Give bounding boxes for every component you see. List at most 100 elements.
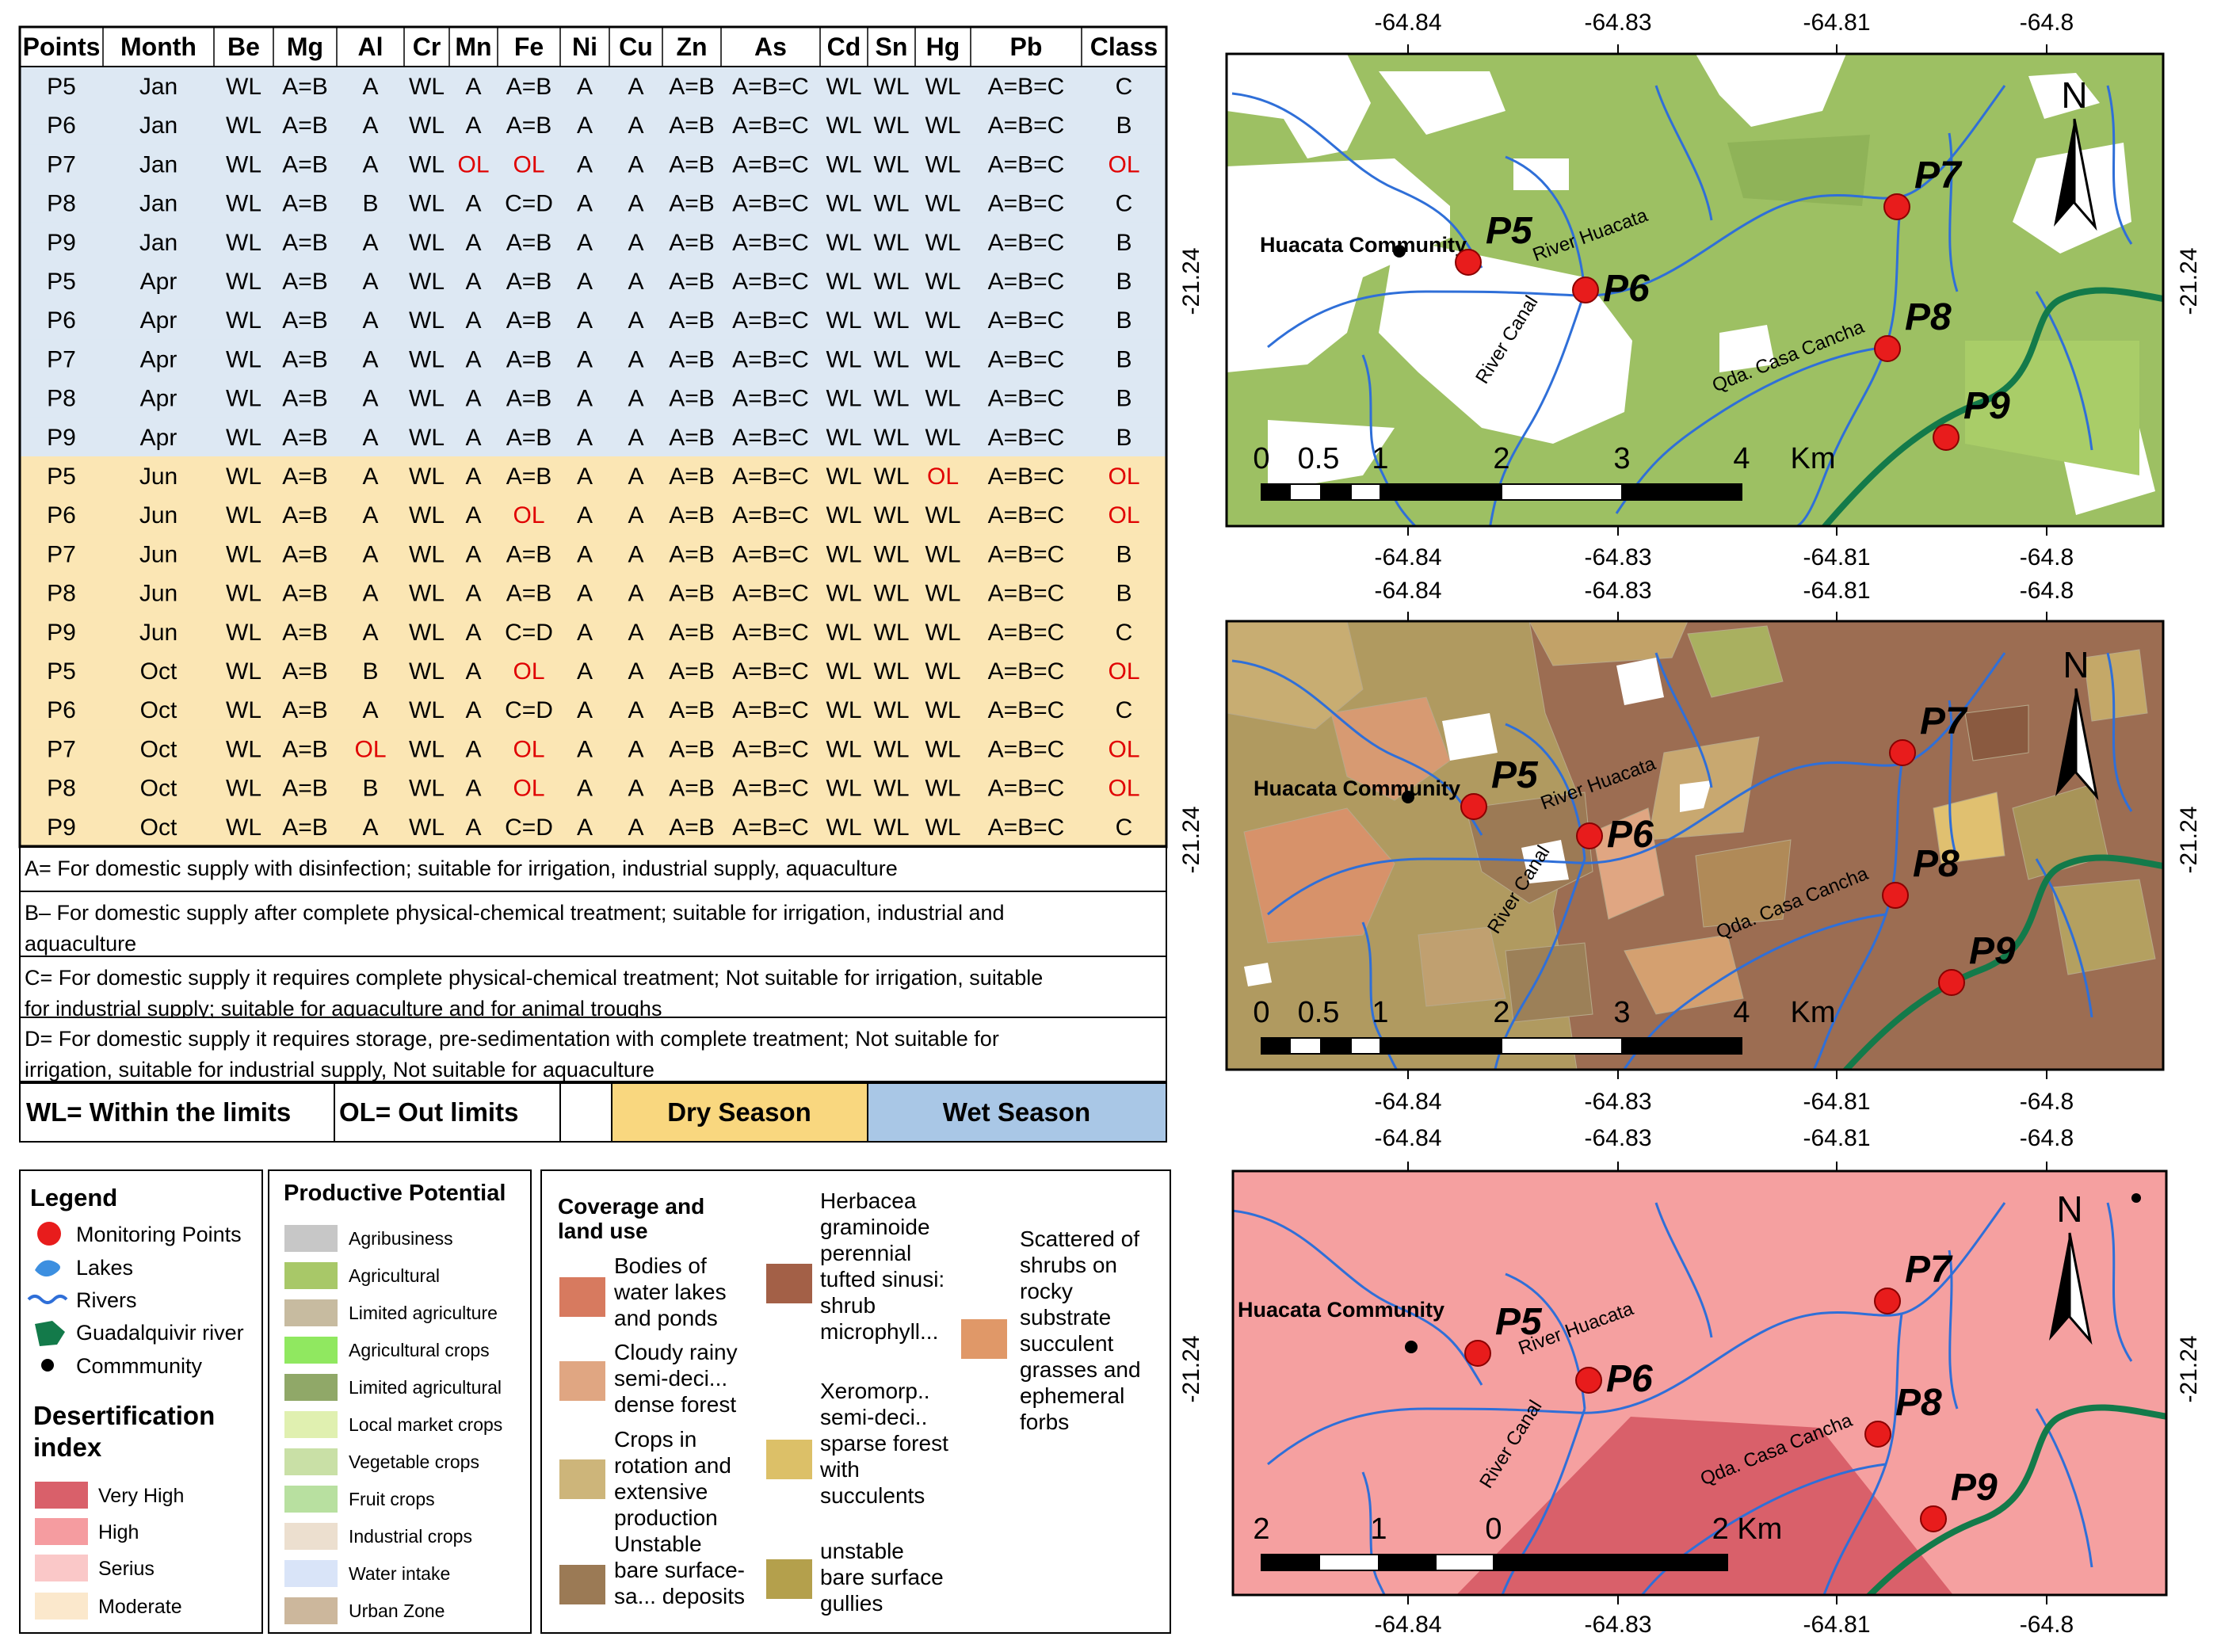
column-header: Al bbox=[358, 32, 384, 61]
water-quality-table: Points Month Be Mg Al Cr Mn Fe Ni Cu Zn As Cd Sn Hg Pb C… bbox=[18, 25, 1168, 849]
table-row-bg bbox=[20, 339, 1166, 380]
table-cell: A=B bbox=[506, 386, 552, 412]
desert-title: Desertification bbox=[33, 1401, 215, 1430]
longitude-tick: -64.83 bbox=[1584, 1125, 1651, 1151]
productive-swatch bbox=[284, 1411, 338, 1438]
table-cell: A bbox=[362, 386, 378, 412]
table-cell: A bbox=[362, 74, 378, 100]
point-label: P6 bbox=[1603, 268, 1650, 310]
community-dot bbox=[1402, 791, 1414, 803]
guadalquivir-river bbox=[1821, 287, 2163, 526]
table-cell: WL bbox=[925, 151, 961, 177]
desert-title: index bbox=[33, 1433, 102, 1462]
table-cell: A=B=C bbox=[732, 386, 809, 412]
table-cell: A=B bbox=[282, 113, 328, 139]
coverage-label: forbs bbox=[1020, 1410, 1069, 1434]
land-patch bbox=[1592, 807, 1665, 920]
table-cell: A bbox=[628, 74, 643, 100]
coverage-label: Scattered of bbox=[1020, 1227, 1139, 1251]
table-cell: A=B bbox=[506, 346, 552, 372]
table-cell: WL bbox=[874, 230, 910, 256]
table-cell: A bbox=[628, 581, 643, 607]
table-cell: WL bbox=[874, 776, 910, 802]
white-patch bbox=[1513, 158, 1569, 190]
land-patch bbox=[1624, 934, 1744, 1015]
table-cell: A bbox=[465, 502, 481, 528]
map1-frame bbox=[1225, 52, 2165, 528]
table-cell: WL bbox=[409, 346, 445, 372]
table-row-bg bbox=[20, 261, 1166, 301]
table-cell: A=B bbox=[506, 307, 552, 334]
productive-label: Vegetable crops bbox=[349, 1452, 479, 1472]
community-dot bbox=[1405, 1341, 1418, 1353]
table-cell: A=B bbox=[282, 191, 328, 217]
table-row-bg bbox=[20, 690, 1166, 730]
table-cell: OL bbox=[513, 736, 544, 762]
table-cell: A=B=C bbox=[732, 464, 809, 490]
table-cell: A bbox=[577, 151, 593, 177]
column-header: Cr bbox=[413, 32, 441, 61]
table-cell: A bbox=[577, 541, 593, 567]
table-cell: A=B=C bbox=[732, 736, 809, 762]
table-cell: A bbox=[362, 113, 378, 139]
table-cell: A=B=C bbox=[988, 386, 1065, 412]
scale-bar-segment bbox=[1501, 483, 1623, 501]
table-cell: WL bbox=[925, 307, 961, 334]
table-cell: OL bbox=[513, 776, 544, 802]
table-row-bg bbox=[20, 612, 1166, 652]
table-cell: A=B bbox=[282, 269, 328, 295]
table-cell: WL bbox=[409, 191, 445, 217]
river-line bbox=[2035, 858, 2093, 1018]
table-cell: WL bbox=[925, 113, 961, 139]
coverage-label: semi-deci... bbox=[614, 1366, 727, 1391]
table-cell: A bbox=[577, 230, 593, 256]
scale-label: 1 bbox=[1372, 996, 1388, 1029]
table-cell: A=B bbox=[506, 541, 552, 567]
scale-label: 2 bbox=[1493, 442, 1509, 475]
table-cell: A=B bbox=[282, 620, 328, 646]
scale-bar-segment bbox=[1261, 1037, 1291, 1055]
table-cell: WL bbox=[409, 815, 445, 841]
desert-label: Serius bbox=[98, 1558, 155, 1580]
table-cell: WL bbox=[409, 464, 445, 490]
table-cell: A bbox=[362, 581, 378, 607]
table-cell: WL bbox=[826, 776, 862, 802]
table-cell: WL bbox=[226, 464, 261, 490]
longitude-tick: -64.83 bbox=[1584, 1089, 1651, 1115]
table-cell: WL bbox=[226, 191, 261, 217]
table-cell: A=B=C bbox=[732, 191, 809, 217]
column-header: As bbox=[754, 32, 787, 61]
table-cell: Apr bbox=[140, 386, 177, 412]
table-cell: P5 bbox=[47, 658, 76, 685]
table-cell: B bbox=[1116, 113, 1131, 139]
table-cell: Jun bbox=[139, 620, 177, 646]
desert-label: High bbox=[98, 1521, 139, 1543]
table-cell: A bbox=[465, 541, 481, 567]
desert-swatch bbox=[35, 1482, 88, 1509]
table-cell: OL bbox=[513, 502, 544, 528]
legend-item-label: Rivers bbox=[76, 1288, 137, 1312]
column-header: Ni bbox=[572, 32, 597, 61]
desert-swatch bbox=[35, 1555, 88, 1581]
table-cell: A bbox=[577, 269, 593, 295]
table-row-bg bbox=[20, 105, 1166, 145]
coverage-label: bare surface bbox=[820, 1565, 944, 1589]
table-cell: A=B bbox=[669, 230, 715, 256]
river-line bbox=[1233, 1209, 1483, 1386]
coverage-label: Cloudy rainy bbox=[614, 1340, 738, 1364]
table-cell: A=B bbox=[506, 425, 552, 451]
table-cell: A bbox=[577, 307, 593, 334]
longitude-tick: -64.84 bbox=[1374, 1089, 1441, 1115]
table-cell: OL bbox=[1108, 776, 1139, 802]
note-box bbox=[19, 891, 1167, 957]
table-cell: WL bbox=[826, 151, 862, 177]
coverage-label: microphyll... bbox=[820, 1319, 938, 1344]
column-header: Fe bbox=[514, 32, 544, 61]
table-cell: A bbox=[362, 425, 378, 451]
white-patch bbox=[1680, 780, 1712, 812]
agri-patch bbox=[1727, 135, 1870, 206]
latitude-tick: -21.24 bbox=[1178, 806, 1204, 873]
table-cell: A bbox=[362, 697, 378, 723]
table-cell: WL bbox=[226, 502, 261, 528]
